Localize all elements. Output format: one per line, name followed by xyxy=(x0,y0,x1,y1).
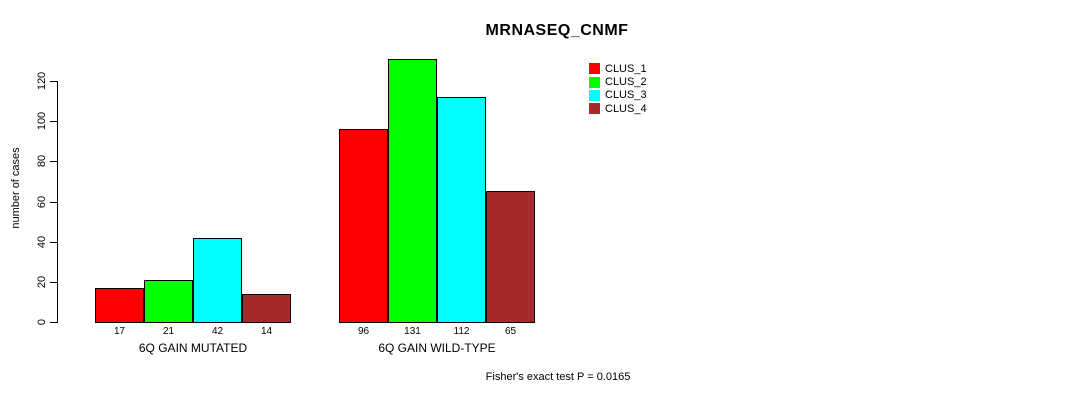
bar-value-label: 42 xyxy=(211,326,224,337)
y-axis-tick-label: 80 xyxy=(36,154,48,168)
y-axis-tick-label: 120 xyxy=(36,71,48,91)
legend-swatch-icon xyxy=(589,89,600,101)
bar-value-label: 112 xyxy=(453,326,470,337)
y-axis-label: number of cases xyxy=(10,147,22,229)
category-label: 6Q GAIN WILD-TYPE xyxy=(378,341,496,355)
chart-title: MRNASEQ_CNMF xyxy=(485,22,629,39)
legend-swatch-icon xyxy=(589,103,600,115)
legend-item-clus_3: CLUS_3 xyxy=(589,89,647,102)
bar-clus_3-2 xyxy=(437,97,486,323)
y-axis-tick xyxy=(50,282,57,283)
bar-value-label: 17 xyxy=(113,326,126,337)
y-axis-tick-label: 100 xyxy=(36,111,48,131)
legend-item-clus_2: CLUS_2 xyxy=(589,75,647,88)
bar-clus_1-2 xyxy=(339,129,388,323)
bar-clus_4-2 xyxy=(486,191,535,323)
legend-label: CLUS_3 xyxy=(605,89,647,102)
bar-value-label: 96 xyxy=(357,326,370,337)
y-axis-line xyxy=(57,81,58,323)
bar-value-label: 131 xyxy=(404,326,421,337)
bar-value-label: 65 xyxy=(504,326,517,337)
y-axis-tick xyxy=(50,121,57,122)
bar-value-label: 14 xyxy=(260,326,273,337)
bar-clus_4-1 xyxy=(242,294,291,323)
footnote-pvalue: Fisher's exact test P = 0.0165 xyxy=(485,371,631,383)
bar-clus_1-1 xyxy=(95,288,144,323)
y-axis-tick-label: 60 xyxy=(36,195,48,209)
y-axis-tick xyxy=(50,81,57,82)
legend-swatch-icon xyxy=(589,63,600,75)
legend-item-clus_4: CLUS_4 xyxy=(589,102,647,115)
legend: CLUS_1 CLUS_2 CLUS_3 CLUS_4 xyxy=(589,62,647,116)
y-axis-tick-label: 20 xyxy=(36,275,48,289)
bar-value-label: 21 xyxy=(162,326,175,337)
y-axis-tick xyxy=(50,322,57,323)
legend-label: CLUS_2 xyxy=(605,76,647,89)
bar-clus_2-1 xyxy=(144,280,193,323)
category-label: 6Q GAIN MUTATED xyxy=(138,341,248,355)
bar-clus_2-2 xyxy=(388,59,437,323)
y-axis-tick xyxy=(50,202,57,203)
y-axis-tick-label: 40 xyxy=(36,235,48,249)
y-axis-tick xyxy=(50,242,57,243)
legend-label: CLUS_1 xyxy=(605,62,647,75)
y-axis-tick-label: 0 xyxy=(36,318,48,326)
legend-swatch-icon xyxy=(589,76,600,88)
bar-clus_3-1 xyxy=(193,238,242,323)
legend-label: CLUS_4 xyxy=(605,102,647,115)
y-axis-tick xyxy=(50,161,57,162)
legend-item-clus_1: CLUS_1 xyxy=(589,62,647,75)
